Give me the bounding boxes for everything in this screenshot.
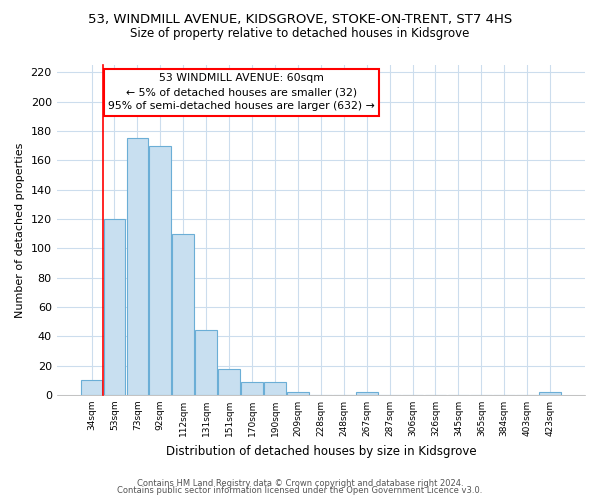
Bar <box>264 382 286 395</box>
Bar <box>196 330 217 395</box>
Bar <box>80 380 103 395</box>
Bar <box>218 368 240 395</box>
Bar <box>287 392 309 395</box>
Text: Size of property relative to detached houses in Kidsgrove: Size of property relative to detached ho… <box>130 28 470 40</box>
Bar <box>104 219 125 395</box>
Text: Contains public sector information licensed under the Open Government Licence v3: Contains public sector information licen… <box>118 486 482 495</box>
Bar <box>539 392 561 395</box>
Text: 53, WINDMILL AVENUE, KIDSGROVE, STOKE-ON-TRENT, ST7 4HS: 53, WINDMILL AVENUE, KIDSGROVE, STOKE-ON… <box>88 12 512 26</box>
Bar <box>172 234 194 395</box>
Y-axis label: Number of detached properties: Number of detached properties <box>15 142 25 318</box>
Text: Contains HM Land Registry data © Crown copyright and database right 2024.: Contains HM Land Registry data © Crown c… <box>137 478 463 488</box>
Bar <box>356 392 377 395</box>
Text: 53 WINDMILL AVENUE: 60sqm
← 5% of detached houses are smaller (32)
95% of semi-d: 53 WINDMILL AVENUE: 60sqm ← 5% of detach… <box>108 73 375 111</box>
Bar <box>127 138 148 395</box>
X-axis label: Distribution of detached houses by size in Kidsgrove: Distribution of detached houses by size … <box>166 444 476 458</box>
Bar <box>241 382 263 395</box>
Bar <box>149 146 171 395</box>
